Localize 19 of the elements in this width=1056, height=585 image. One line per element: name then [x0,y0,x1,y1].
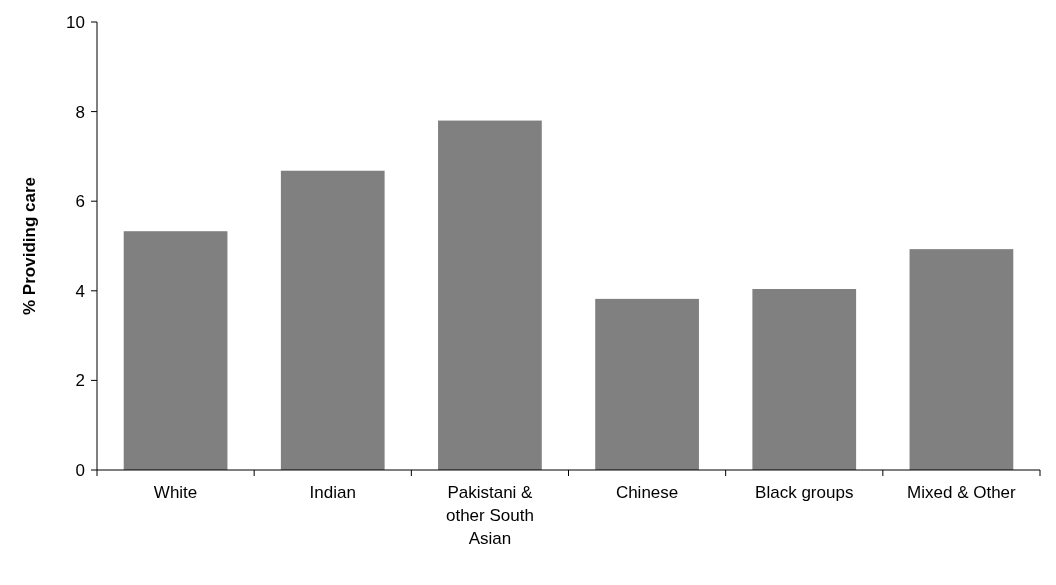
bar [123,231,228,470]
x-tick-label: White [153,483,198,502]
y-tick-label: 10 [66,12,85,32]
y-axis-title: % Providing care [20,177,39,315]
bar [595,298,699,470]
y-tick-label: 2 [75,371,85,391]
x-tick-label: Pakistani & other South Asian [445,483,534,548]
bar [752,289,857,470]
bar [438,120,542,470]
x-tick-label: Indian [309,483,356,502]
y-tick-label: 6 [75,192,85,212]
y-tick-label: 8 [75,102,85,122]
bar [280,170,385,470]
bar [909,249,1014,470]
y-tick-label: 0 [75,460,85,480]
x-tick-label: Mixed & Other [907,483,1017,502]
x-tick-label: Chinese [615,483,679,502]
x-tick-label: Black groups [755,483,854,502]
y-tick-label: 4 [75,281,85,301]
